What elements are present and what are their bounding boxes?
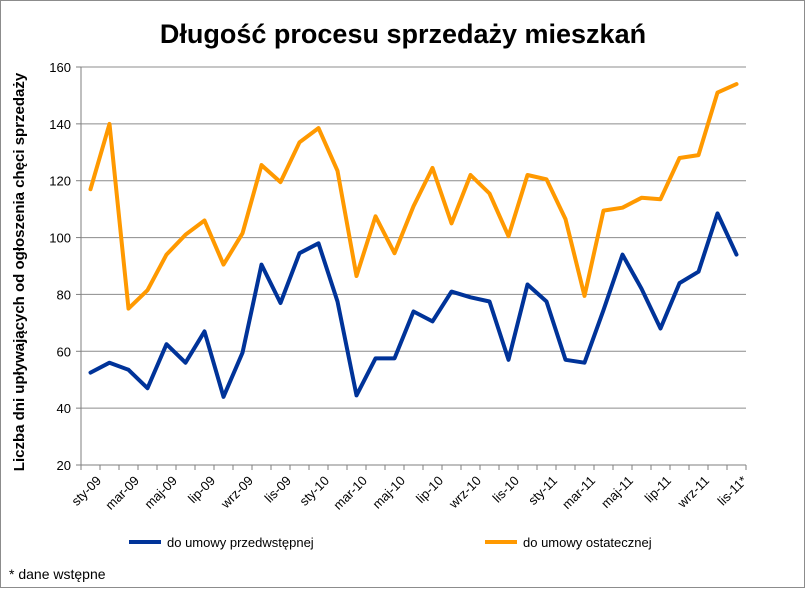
x-tick-label: maj-09 [141, 473, 180, 512]
y-tick-label: 60 [57, 344, 71, 359]
footnote: * dane wstępne [9, 566, 106, 582]
x-tick-label: sty-09 [68, 473, 104, 509]
x-tick-label: mar-09 [102, 473, 142, 513]
x-tick-label: lip-09 [185, 473, 218, 506]
y-tick-label: 20 [57, 458, 71, 473]
series-line-przedwstepna [88, 211, 739, 399]
x-tick-label: maj-11 [598, 473, 636, 511]
x-tick-label: wrz-11 [674, 473, 712, 511]
x-tick-label: maj-10 [369, 473, 408, 512]
chart-title: Długość procesu sprzedaży mieszkań [160, 19, 646, 49]
axes [76, 66, 747, 470]
series-lines [88, 82, 739, 399]
legend: do umowy przedwstępnej do umowy ostatecz… [129, 535, 652, 550]
x-tick-label: mar-11 [559, 473, 598, 512]
x-tick-label: lis-11* [715, 473, 750, 508]
x-tick-label: lis-10 [489, 473, 522, 506]
y-tick-label: 140 [49, 117, 71, 132]
y-tick-label: 40 [57, 401, 71, 416]
x-tick-label: sty-10 [296, 473, 332, 509]
x-tick-label: sty-11 [525, 473, 560, 508]
series-line-ostateczna [88, 82, 739, 311]
y-tick-label: 120 [49, 174, 71, 189]
y-tick-labels: 20 40 60 80 100 120 140 160 [49, 60, 71, 473]
x-tick-label: wrz-09 [217, 473, 256, 512]
x-tick-label: lis-09 [261, 473, 294, 506]
x-tick-label: mar-10 [330, 473, 370, 513]
legend-label-przedwstepna: do umowy przedwstępnej [167, 535, 314, 550]
legend-label-ostateczna: do umowy ostatecznej [523, 535, 652, 550]
y-tick-label: 80 [57, 287, 71, 302]
x-tick-label: wrz-10 [445, 473, 484, 512]
y-axis-label: Liczba dni upływających od ogłoszenia ch… [11, 72, 28, 471]
x-tick-label: lip-11 [642, 473, 674, 505]
x-tick-label: lip-10 [413, 473, 446, 506]
y-tick-label: 160 [49, 60, 71, 75]
y-tick-label: 100 [49, 231, 71, 246]
